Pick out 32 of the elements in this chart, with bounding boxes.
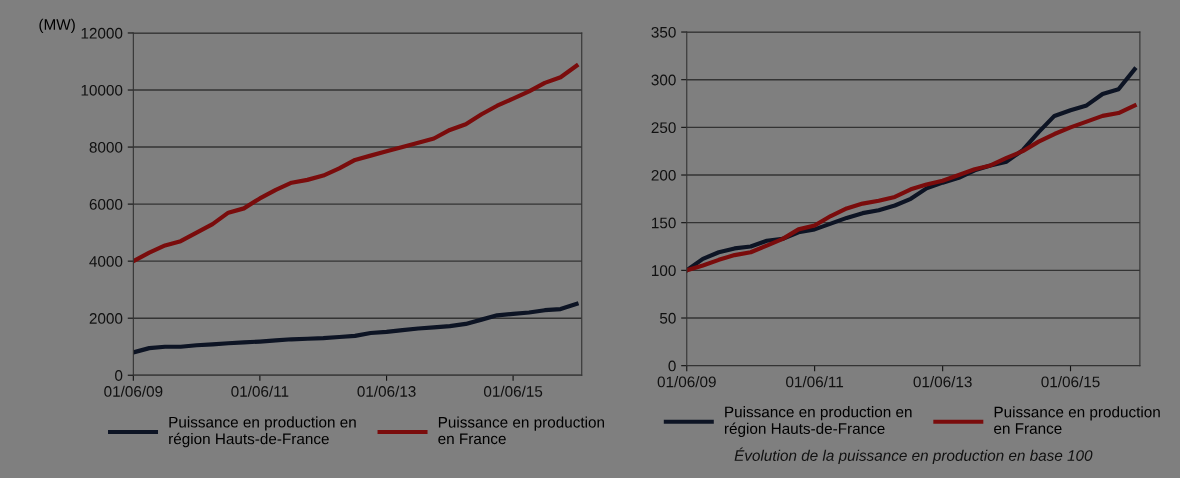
x-tick-label: 01/06/11 <box>786 376 844 388</box>
y-axis-title: (MW) <box>39 18 75 33</box>
legend-label: Puissance en production en France <box>994 406 1160 434</box>
x-tick-label: 01/06/13 <box>913 376 972 388</box>
y-tick-label: 250 <box>651 122 676 134</box>
y-tick-label: 10000 <box>81 84 123 96</box>
x-tick-label: 01/06/09 <box>104 385 163 397</box>
y-tick-label: 100 <box>652 265 676 277</box>
x-tick-label: 01/06/13 <box>357 385 416 397</box>
y-tick-label: 0 <box>115 370 123 381</box>
y-tick-label: 12000 <box>81 27 123 39</box>
y-tick-label: 4000 <box>89 256 123 267</box>
y-tick-label: 50 <box>659 312 676 324</box>
y-tick-label: 350 <box>651 26 676 38</box>
y-tick-label: 150 <box>652 217 676 229</box>
line-series <box>133 301 579 355</box>
y-tick-label: 200 <box>651 169 676 181</box>
legend-label: Puissance en production en région Hauts-de-France <box>724 406 912 438</box>
text: Évolution de la puissance en production en base 100 <box>734 447 1093 464</box>
y-tick-label: 6000 <box>89 198 123 210</box>
y-tick-label: 300 <box>651 74 676 86</box>
line-series <box>133 63 579 264</box>
x-tick-label: 01/06/15 <box>483 385 543 397</box>
y-tick-label: 8000 <box>89 141 123 153</box>
y-tick-label: 2000 <box>89 313 123 324</box>
line-series <box>686 103 1137 273</box>
legend-label: Puissance en production en France <box>438 416 604 445</box>
x-tick-label: 01/06/15 <box>1041 376 1100 388</box>
x-tick-label: 01/06/11 <box>231 385 289 397</box>
legend-label: Puissance en production en région Hauts-de-France <box>169 416 356 448</box>
y-tick-label: 0 <box>668 360 676 372</box>
x-tick-label: 01/06/09 <box>657 376 716 388</box>
